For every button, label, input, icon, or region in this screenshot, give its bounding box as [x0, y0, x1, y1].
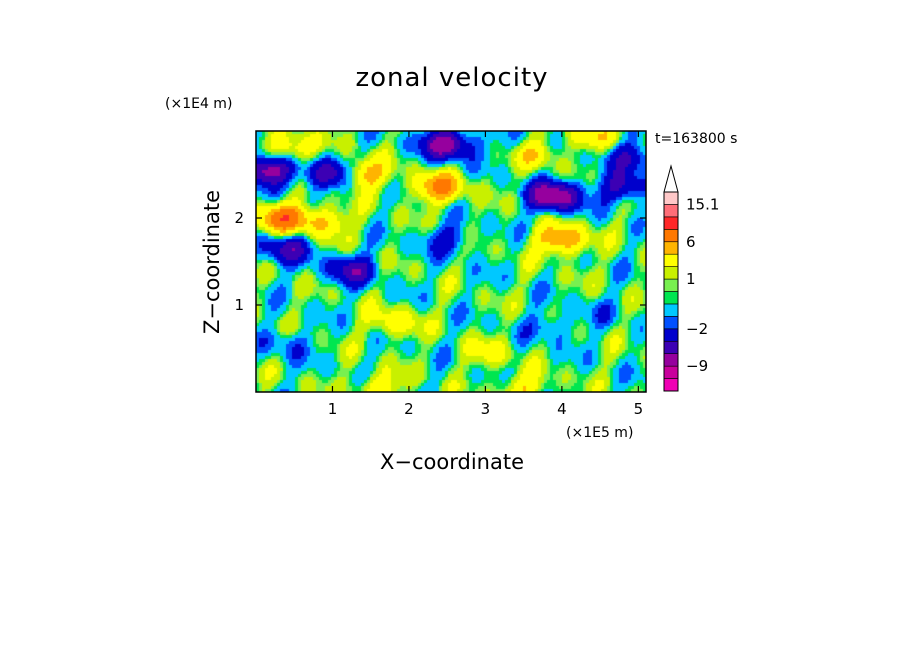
x-tick-label: 4: [557, 400, 567, 418]
colorbar-segment: [663, 340, 679, 354]
colorbar-segment: [663, 216, 679, 230]
colorbar-label: 1: [686, 270, 696, 288]
colorbar-segment: [663, 253, 679, 267]
velocity-field: [256, 131, 646, 392]
x-axis-ticks: 1 2 3 4 5: [328, 131, 643, 418]
colorbar-segment: [663, 266, 679, 280]
colorbar-segment: [663, 316, 679, 330]
plot-area: [255, 130, 647, 393]
colorbar-segment: [663, 191, 679, 205]
x-tick-label: 1: [328, 400, 338, 418]
x-tick-label: 3: [481, 400, 491, 418]
colorbar-frame: [663, 191, 679, 392]
colorbar-segment: [663, 291, 679, 305]
colorbar: 15.1 6 1 −2 −9: [663, 164, 719, 392]
colorbar-label: −2: [686, 320, 708, 338]
colorbar-label: 15.1: [686, 195, 719, 213]
colorbar-label: −9: [686, 357, 708, 375]
colorbar-segment: [663, 241, 679, 255]
y-axis-unit: (×1E4 m): [165, 96, 232, 112]
colorbar-segment: [663, 278, 679, 292]
plot-frame: [255, 130, 647, 393]
colorbar-segment: [663, 204, 679, 218]
colorbar-segment: [663, 303, 679, 317]
chart-title: zonal velocity: [355, 63, 548, 93]
x-axis-label: X−coordinate: [380, 450, 524, 474]
y-axis-label: Z−coordinate: [200, 190, 224, 334]
colorbar-segment: [663, 353, 679, 367]
y-axis-ticks: 12: [234, 209, 646, 314]
colorbar-segment: [663, 365, 679, 379]
colorbar-label: 6: [686, 233, 696, 251]
y-tick-label: 2: [234, 209, 244, 227]
colorbar-segment: [663, 328, 679, 342]
x-axis-unit: (×1E5 m): [566, 425, 633, 441]
velocity-field-canvas: [256, 131, 646, 392]
colorbar-segment: [663, 229, 679, 243]
x-tick-label: 5: [634, 400, 644, 418]
colorbar-segment: [663, 378, 679, 392]
colorbar-extend-arrow: [663, 164, 679, 193]
x-tick-label: 2: [404, 400, 414, 418]
time-label: t=163800 s: [655, 131, 737, 147]
y-tick-label: 1: [234, 296, 244, 314]
